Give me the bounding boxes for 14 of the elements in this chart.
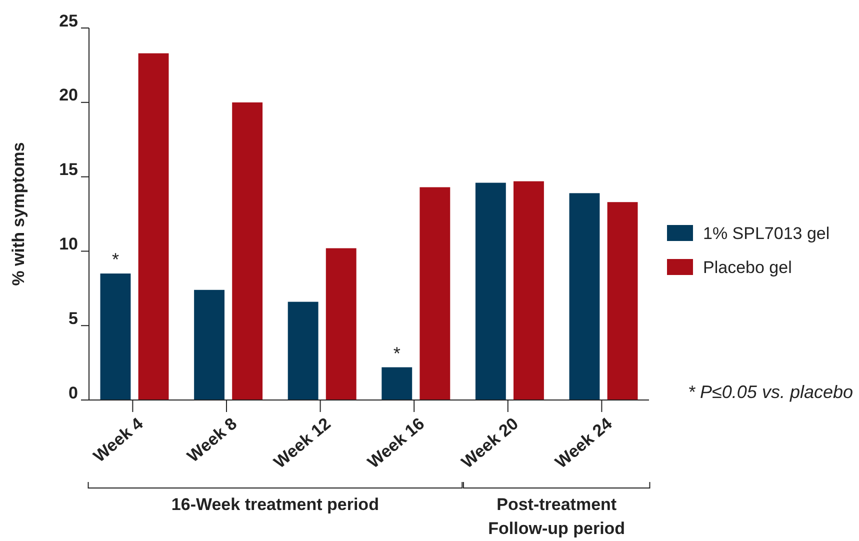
text: Post-treatment Follow-up period	[488, 495, 626, 538]
y-tick-label: 5	[68, 308, 78, 328]
y-tick-label: 20	[59, 86, 78, 105]
annotation: *	[112, 250, 119, 270]
y-tick-label: 25	[59, 11, 78, 30]
y-axis-title: % with symptoms	[9, 142, 28, 286]
legend-label: 1% SPL7013 gel	[703, 224, 830, 243]
text: * P≤0.05 vs. placebo	[688, 382, 853, 402]
legend-label: Placebo gel	[703, 258, 792, 277]
y-tick-label: 15	[59, 160, 78, 180]
y-tick-label: 10	[59, 234, 78, 254]
annotation: *	[393, 343, 400, 364]
y-tick-label: 0	[68, 383, 78, 402]
text: 16-Week treatment period	[171, 495, 379, 514]
